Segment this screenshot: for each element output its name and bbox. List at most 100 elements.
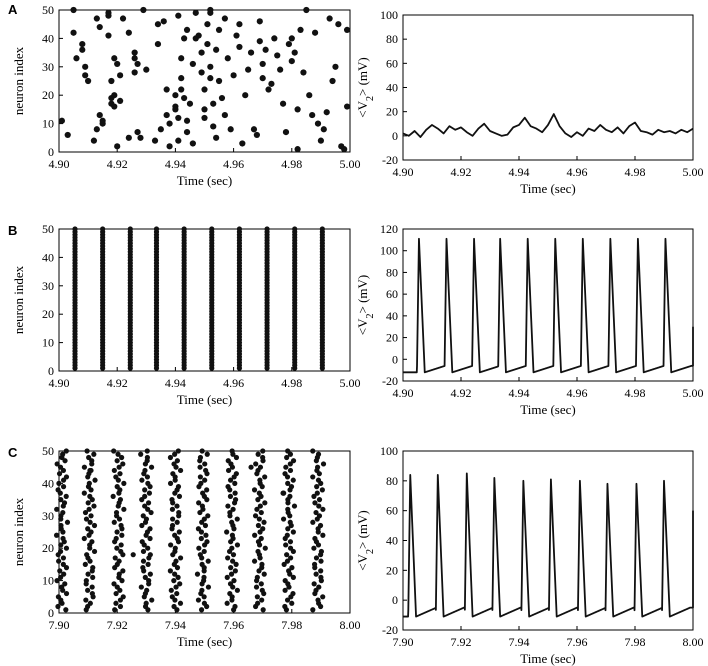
- spike-dot: [259, 597, 265, 603]
- spike-dot: [144, 587, 150, 593]
- spike-dot: [248, 464, 254, 470]
- spike-dot: [289, 600, 295, 606]
- spike-dot: [163, 111, 170, 119]
- spike-dot: [318, 548, 324, 555]
- spike-dot: [176, 529, 182, 535]
- spike-dot: [168, 542, 174, 548]
- B-trace-y-tick-label: 120: [380, 222, 398, 236]
- spike-dot: [146, 578, 152, 584]
- C-raster-y-tick-label: 30: [42, 509, 54, 523]
- spike-dot: [87, 519, 93, 525]
- spike-dot: [236, 226, 243, 232]
- spike-dot: [90, 574, 96, 580]
- spike-dot: [93, 126, 100, 133]
- spike-dot: [145, 545, 151, 551]
- spike-dot: [198, 535, 204, 542]
- spike-dot: [60, 509, 66, 516]
- spike-dot: [195, 32, 202, 39]
- B-trace-chart: 4.90 4.92 4.94 4.96 4.98 5.00 -20 0 20 40 60 80 100 1…: [355, 222, 704, 417]
- spike-dot: [172, 571, 178, 577]
- spike-dot: [284, 552, 290, 558]
- spike-dot: [262, 500, 268, 506]
- spike-dot: [151, 137, 159, 144]
- spike-dot: [174, 565, 181, 571]
- spike-dot: [84, 552, 90, 558]
- spike-dot: [174, 590, 180, 597]
- spike-dot: [285, 448, 291, 454]
- spike-dot: [85, 500, 91, 506]
- spike-dot: [284, 597, 291, 603]
- spike-dot: [202, 522, 209, 529]
- spike-dot: [192, 9, 199, 16]
- spike-dot: [262, 474, 268, 480]
- spike-dot: [198, 49, 205, 56]
- spike-dot: [175, 574, 181, 580]
- spike-dot: [142, 467, 148, 474]
- B-trace-y-tick-label: 80: [386, 265, 398, 279]
- spike-dot: [117, 497, 124, 503]
- spike-dot: [252, 532, 258, 538]
- spike-dot: [89, 539, 95, 545]
- spike-dot: [178, 55, 185, 62]
- spike-dot: [335, 21, 342, 28]
- A-raster-x-tick-label: 4.90: [49, 157, 70, 171]
- spike-dot: [177, 600, 184, 606]
- spike-dot: [201, 594, 207, 600]
- spike-dot: [259, 561, 265, 568]
- A-trace-x-tick-label: 4.96: [567, 165, 588, 179]
- spike-dot: [58, 522, 64, 529]
- voltage-trace-line: [402, 113, 694, 138]
- C-trace-y-tick-label: 100: [380, 444, 398, 458]
- spike-dot: [140, 6, 147, 14]
- A-trace-x-tick-label: 4.92: [451, 165, 472, 179]
- spike-dot: [313, 555, 320, 561]
- spike-dot: [113, 600, 119, 606]
- spike-dot: [173, 584, 179, 590]
- C-trace-y-tick-label: 80: [386, 474, 398, 488]
- spike-dot: [111, 448, 117, 454]
- spike-dot: [251, 558, 258, 564]
- spike-dot: [227, 581, 234, 587]
- spike-dot: [61, 500, 68, 506]
- spike-dot: [231, 578, 237, 584]
- spike-dot: [232, 480, 238, 486]
- spike-dot: [105, 12, 112, 19]
- spike-dot: [287, 467, 294, 474]
- spike-dot: [118, 522, 124, 529]
- spike-dot: [227, 493, 234, 499]
- A-raster-y-tick-label: 20: [42, 88, 54, 102]
- spike-dot: [169, 497, 175, 503]
- spike-dot: [82, 63, 89, 70]
- spike-dot: [89, 584, 95, 590]
- spike-dot: [201, 86, 208, 93]
- spike-dot: [277, 66, 284, 73]
- spike-dot: [221, 111, 228, 119]
- C-raster-x-tick-label: 7.90: [49, 618, 70, 632]
- spike-dot: [145, 480, 151, 486]
- C-raster-x-tick-label: 7.94: [165, 618, 186, 632]
- spike-dot: [254, 506, 260, 512]
- spike-dot: [81, 464, 88, 470]
- spike-dot: [62, 458, 68, 464]
- B-raster-x-tick-label: 4.94: [165, 376, 186, 390]
- spike-dot: [144, 474, 151, 480]
- A-trace-plot-frame: [402, 14, 694, 161]
- spike-dot: [114, 484, 120, 490]
- B-raster-x-tick-label: 4.96: [223, 376, 244, 390]
- spike-dot: [232, 497, 239, 503]
- spike-dot: [198, 69, 205, 76]
- spike-dot: [230, 506, 236, 512]
- spike-dot: [173, 558, 179, 564]
- spike-dot: [181, 226, 187, 232]
- spike-dot: [311, 545, 317, 551]
- spike-dot: [225, 484, 231, 490]
- spike-dot: [181, 35, 188, 42]
- spike-dot: [332, 63, 339, 70]
- spike-dot: [63, 545, 70, 551]
- spike-dot: [282, 587, 288, 593]
- spike-dot: [60, 555, 67, 561]
- spike-dot: [140, 558, 147, 564]
- spike-dot: [312, 500, 318, 506]
- spike-dot: [259, 75, 266, 82]
- spike-dot: [118, 548, 124, 555]
